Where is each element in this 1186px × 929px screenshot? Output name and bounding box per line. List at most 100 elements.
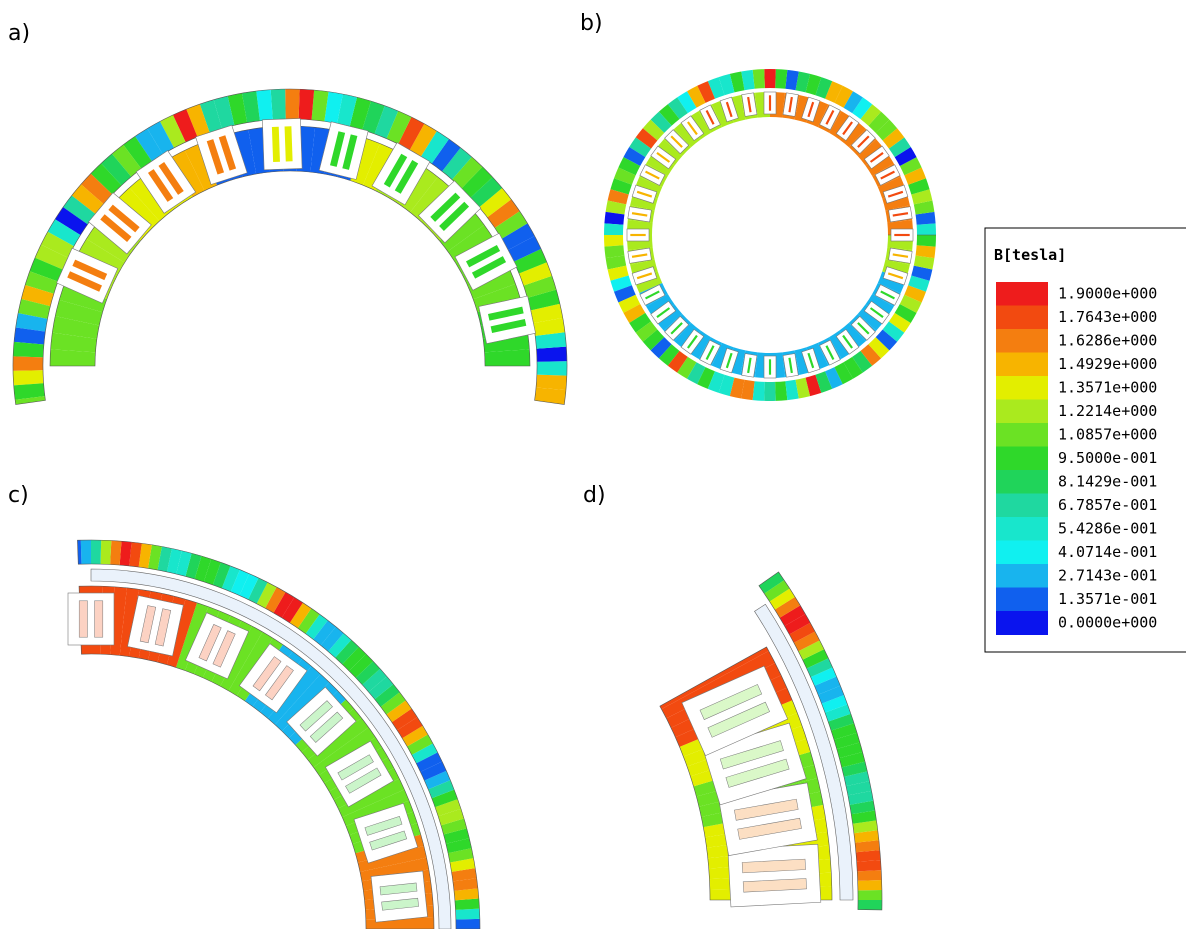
rotor-field	[230, 569, 250, 596]
slot-opening	[454, 232, 518, 291]
rotor-field	[55, 207, 88, 236]
stator-field	[50, 349, 96, 366]
slot	[631, 184, 658, 204]
rotor-field	[487, 199, 520, 228]
conductor	[330, 131, 346, 167]
conductor	[857, 322, 870, 335]
rotor-field	[454, 898, 480, 910]
conductor	[198, 624, 222, 662]
rotor-field	[604, 245, 625, 259]
conductor	[369, 830, 408, 851]
rotor-field	[752, 381, 765, 401]
rotor-field	[916, 235, 936, 247]
slot	[850, 129, 876, 155]
rotor-field	[882, 321, 905, 342]
legend-label: 1.2214e+000	[1058, 402, 1157, 420]
stator-field	[484, 349, 530, 366]
rotor-field	[13, 341, 44, 358]
rotor-field	[15, 396, 46, 405]
slot	[718, 782, 818, 856]
legend-swatch	[996, 282, 1048, 306]
rotor-field	[610, 178, 632, 195]
rotor-field	[443, 828, 470, 844]
conductor	[842, 121, 853, 136]
rotor-field	[614, 167, 636, 185]
stator-field	[228, 631, 273, 696]
rotor-field	[273, 592, 295, 618]
magnet	[754, 603, 854, 901]
legend-swatch	[996, 564, 1048, 588]
conductor	[488, 306, 524, 321]
legend-label: 2.7143e-001	[1058, 567, 1157, 585]
conductor	[842, 334, 853, 349]
rotor-field	[815, 77, 833, 99]
legend-label: 0.0000e+000	[1058, 614, 1157, 632]
rotor-field	[618, 294, 641, 313]
rotor-field	[857, 890, 882, 900]
rotor-field	[687, 362, 706, 385]
slot	[763, 91, 777, 115]
rotor-field	[241, 91, 260, 123]
stator-field	[267, 666, 321, 725]
stator-field	[275, 674, 330, 732]
slot	[741, 353, 758, 378]
rotor-field	[194, 556, 212, 582]
panel-label: a)	[8, 21, 30, 46]
rotor-field	[752, 69, 765, 89]
rotor-field	[313, 620, 336, 646]
stator-field	[439, 211, 485, 252]
rotor-field	[604, 235, 624, 247]
stator-field	[410, 176, 451, 222]
conductor	[887, 272, 904, 280]
conductor	[734, 798, 799, 821]
rotor-field	[658, 104, 680, 126]
slot	[664, 315, 690, 341]
rotor-field	[431, 789, 458, 808]
slot	[719, 347, 739, 374]
rotor-field	[764, 381, 776, 401]
slot	[835, 115, 860, 142]
conductor	[342, 134, 358, 170]
legend-swatch	[996, 517, 1048, 541]
rotor-field	[452, 156, 483, 189]
rotor-field	[774, 596, 801, 618]
conductor	[869, 152, 884, 163]
slot-opening	[67, 592, 115, 646]
slot	[262, 118, 303, 171]
stator-field	[110, 586, 127, 656]
conductor	[94, 600, 104, 638]
rotor-field	[805, 73, 822, 96]
panel-label: b)	[580, 11, 603, 36]
rotor-field	[438, 808, 464, 826]
slot	[850, 315, 876, 341]
conductor	[631, 253, 648, 258]
legend-swatch	[996, 470, 1048, 494]
legend-label: 8.1429e-001	[1058, 473, 1157, 491]
magnet	[90, 568, 452, 929]
slot	[318, 121, 369, 180]
rotor-field	[448, 848, 474, 863]
legend-label: 5.4286e-001	[1058, 520, 1157, 538]
conductor	[656, 152, 671, 163]
rotor-field	[860, 104, 882, 126]
rotor-field	[855, 850, 881, 862]
legend-title: B[tesla]	[994, 246, 1066, 264]
rotor-field	[729, 71, 745, 93]
conductor	[670, 135, 683, 148]
slot-opening	[727, 844, 822, 908]
stator-field	[307, 717, 369, 768]
rotor-field	[911, 265, 933, 281]
conductor	[705, 110, 715, 125]
rotor-field	[454, 888, 479, 901]
rotor-field	[839, 751, 866, 768]
legend-label: 1.9000e+000	[1058, 285, 1157, 303]
rotor-field	[824, 704, 851, 722]
rotor-field	[508, 235, 542, 262]
stator-field	[119, 587, 139, 657]
conductor	[725, 101, 733, 118]
rotor-field	[857, 880, 882, 891]
rotor-field	[138, 543, 152, 569]
rotor-field	[63, 195, 96, 225]
rotor-field	[494, 211, 528, 239]
rotor-field	[852, 97, 873, 120]
